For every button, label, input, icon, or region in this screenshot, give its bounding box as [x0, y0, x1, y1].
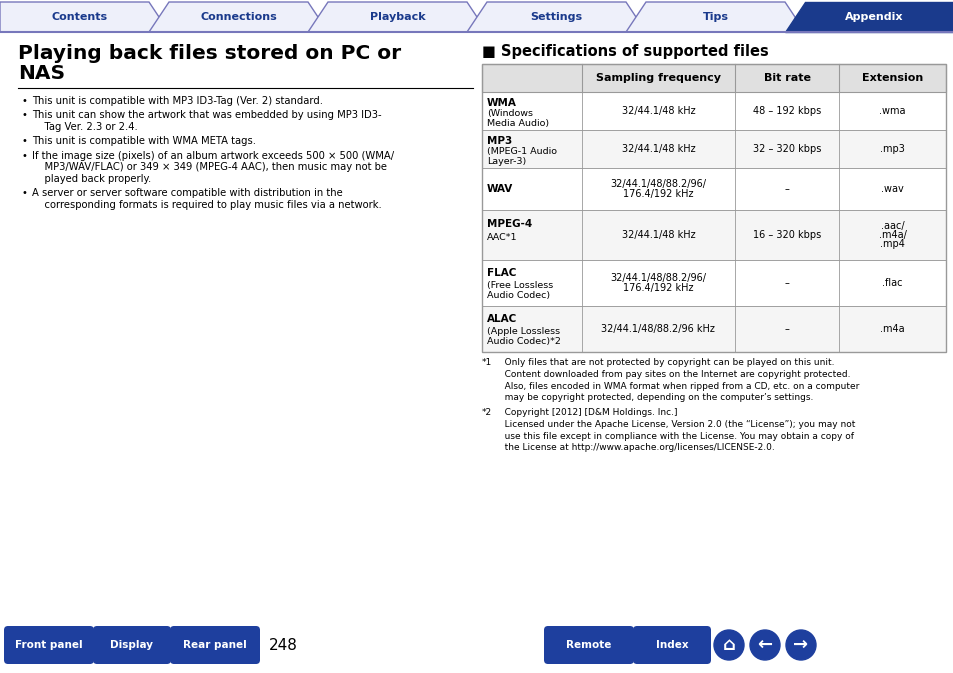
Text: 32/44.1/48 kHz: 32/44.1/48 kHz — [620, 106, 695, 116]
Text: Settings: Settings — [530, 12, 582, 22]
Text: (Windows: (Windows — [486, 109, 533, 118]
Text: MP3/WAV/FLAC) or 349 × 349 (MPEG-4 AAC), then music may not be: MP3/WAV/FLAC) or 349 × 349 (MPEG-4 AAC),… — [32, 162, 387, 172]
Text: 32 – 320 kbps: 32 – 320 kbps — [752, 144, 821, 154]
Text: played back properly.: played back properly. — [32, 174, 152, 184]
Text: 32/44.1/48 kHz: 32/44.1/48 kHz — [620, 230, 695, 240]
FancyBboxPatch shape — [481, 210, 945, 260]
Text: ALAC: ALAC — [486, 314, 517, 324]
Text: 32/44.1/48/88.2/96/: 32/44.1/48/88.2/96/ — [610, 180, 705, 190]
Text: .mp3: .mp3 — [880, 144, 904, 154]
Text: 48 – 192 kbps: 48 – 192 kbps — [752, 106, 821, 116]
Text: corresponding formats is required to play music files via a network.: corresponding formats is required to pla… — [32, 200, 381, 210]
FancyBboxPatch shape — [481, 168, 945, 210]
Text: 16 – 320 kbps: 16 – 320 kbps — [752, 230, 821, 240]
Text: ⌂: ⌂ — [721, 636, 735, 654]
Text: Tag Ver. 2.3 or 2.4.: Tag Ver. 2.3 or 2.4. — [32, 122, 137, 132]
Text: 32/44.1/48/88.2/96 kHz: 32/44.1/48/88.2/96 kHz — [600, 324, 715, 334]
Polygon shape — [0, 2, 169, 32]
Text: (Apple Lossless: (Apple Lossless — [486, 327, 559, 336]
Text: NAS: NAS — [18, 64, 65, 83]
Text: .aac/: .aac/ — [880, 221, 903, 231]
Text: Audio Codec)*2: Audio Codec)*2 — [486, 337, 560, 347]
Text: Appendix: Appendix — [844, 12, 902, 22]
Text: Sampling frequency: Sampling frequency — [596, 73, 720, 83]
Polygon shape — [308, 2, 486, 32]
Text: Bit rate: Bit rate — [762, 73, 810, 83]
Text: .flac: .flac — [882, 278, 902, 288]
Text: 32/44.1/48/88.2/96/: 32/44.1/48/88.2/96/ — [610, 273, 705, 283]
Text: .wma: .wma — [879, 106, 905, 116]
Text: •: • — [22, 96, 28, 106]
Text: Playback: Playback — [370, 12, 425, 22]
Text: If the image size (pixels) of an album artwork exceeds 500 × 500 (WMA/: If the image size (pixels) of an album a… — [32, 151, 394, 161]
Text: Tips: Tips — [701, 12, 728, 22]
Text: Rear panel: Rear panel — [183, 640, 247, 650]
Polygon shape — [784, 2, 953, 32]
Text: Connections: Connections — [200, 12, 276, 22]
Text: *2: *2 — [481, 408, 492, 417]
FancyBboxPatch shape — [481, 92, 945, 130]
Text: 176.4/192 kHz: 176.4/192 kHz — [622, 283, 693, 293]
Text: (Free Lossless: (Free Lossless — [486, 281, 553, 290]
Polygon shape — [625, 2, 804, 32]
Text: Media Audio): Media Audio) — [486, 118, 549, 128]
Text: 248: 248 — [269, 637, 297, 653]
Text: .wav: .wav — [881, 184, 903, 194]
Text: A server or server software compatible with distribution in the: A server or server software compatible w… — [32, 188, 342, 199]
Text: 176.4/192 kHz: 176.4/192 kHz — [622, 188, 693, 199]
Text: (MPEG-1 Audio: (MPEG-1 Audio — [486, 147, 557, 155]
FancyBboxPatch shape — [481, 130, 945, 168]
Text: This unit is compatible with MP3 ID3-Tag (Ver. 2) standard.: This unit is compatible with MP3 ID3-Tag… — [32, 96, 323, 106]
Text: MPEG-4: MPEG-4 — [486, 219, 532, 229]
FancyBboxPatch shape — [481, 260, 945, 306]
Text: WMA: WMA — [486, 98, 517, 108]
Text: •: • — [22, 151, 28, 161]
Text: Copyright [2012] [D&M Holdings. Inc.]
   Licensed under the Apache License, Vers: Copyright [2012] [D&M Holdings. Inc.] Li… — [496, 408, 855, 452]
Circle shape — [713, 630, 743, 660]
Text: •: • — [22, 110, 28, 120]
Text: –: – — [783, 278, 789, 288]
Text: Audio Codec): Audio Codec) — [486, 291, 550, 300]
Text: MP3: MP3 — [486, 136, 512, 145]
Text: .m4a/: .m4a/ — [878, 230, 905, 240]
FancyBboxPatch shape — [543, 626, 634, 664]
Text: 32/44.1/48 kHz: 32/44.1/48 kHz — [620, 144, 695, 154]
Text: This unit is compatible with WMA META tags.: This unit is compatible with WMA META ta… — [32, 137, 255, 147]
Text: •: • — [22, 137, 28, 147]
FancyBboxPatch shape — [92, 626, 171, 664]
Text: FLAC: FLAC — [486, 268, 516, 278]
Text: Display: Display — [111, 640, 153, 650]
Polygon shape — [467, 2, 645, 32]
Text: .m4a: .m4a — [880, 324, 904, 334]
Text: Remote: Remote — [566, 640, 611, 650]
Text: This unit can show the artwork that was embedded by using MP3 ID3-: This unit can show the artwork that was … — [32, 110, 381, 120]
Text: *1: *1 — [481, 358, 492, 367]
Text: •: • — [22, 188, 28, 199]
Text: Extension: Extension — [862, 73, 923, 83]
FancyBboxPatch shape — [481, 306, 945, 352]
FancyBboxPatch shape — [633, 626, 710, 664]
Text: –: – — [783, 184, 789, 194]
Text: Contents: Contents — [51, 12, 108, 22]
FancyBboxPatch shape — [4, 626, 94, 664]
Text: WAV: WAV — [486, 184, 513, 194]
Text: Front panel: Front panel — [15, 640, 83, 650]
FancyBboxPatch shape — [170, 626, 260, 664]
Text: Only files that are not protected by copyright can be played on this unit.
   Co: Only files that are not protected by cop… — [496, 358, 859, 402]
FancyBboxPatch shape — [481, 64, 945, 92]
Text: AAC*1: AAC*1 — [486, 234, 517, 242]
Text: –: – — [783, 324, 789, 334]
Text: ■ Specifications of supported files: ■ Specifications of supported files — [481, 44, 768, 59]
Circle shape — [785, 630, 815, 660]
Text: Layer-3): Layer-3) — [486, 157, 526, 166]
Text: ←: ← — [757, 636, 772, 654]
Circle shape — [749, 630, 780, 660]
Polygon shape — [149, 2, 328, 32]
Text: Index: Index — [655, 640, 688, 650]
Text: .mp4: .mp4 — [880, 239, 904, 249]
Text: →: → — [793, 636, 808, 654]
Text: Playing back files stored on PC or: Playing back files stored on PC or — [18, 44, 400, 63]
